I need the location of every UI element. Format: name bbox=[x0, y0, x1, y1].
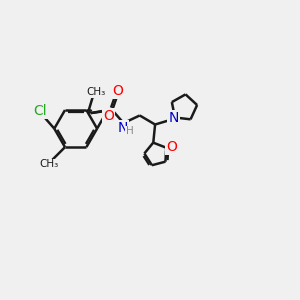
Text: H: H bbox=[126, 126, 134, 136]
Text: CH₃: CH₃ bbox=[86, 87, 106, 97]
Text: O: O bbox=[112, 83, 123, 98]
Text: Cl: Cl bbox=[33, 104, 47, 118]
Text: N: N bbox=[168, 111, 179, 125]
Text: N: N bbox=[118, 121, 128, 135]
Text: O: O bbox=[103, 110, 114, 123]
Text: O: O bbox=[166, 140, 177, 154]
Text: CH₃: CH₃ bbox=[39, 160, 58, 170]
